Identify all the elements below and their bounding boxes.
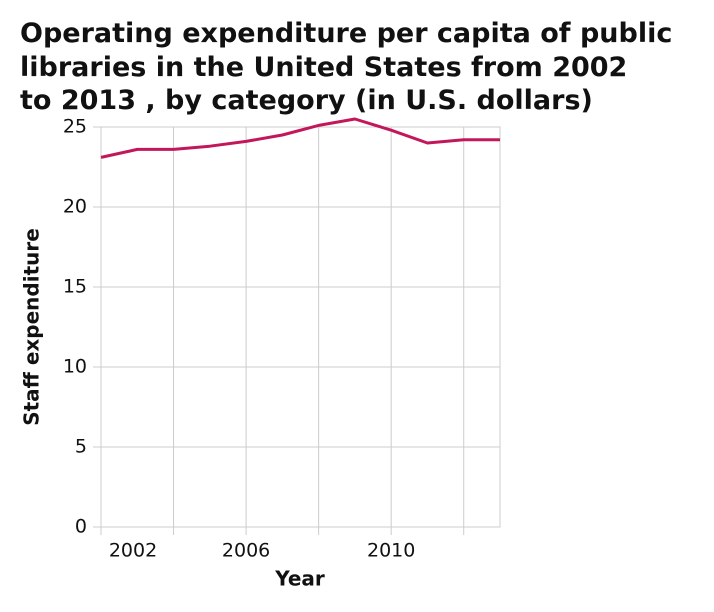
chart-title: Operating expenditure per capita of publ… <box>20 18 672 49</box>
y-tick-label: 20 <box>63 196 87 218</box>
y-tick-label: 5 <box>75 436 87 458</box>
y-tick-label: 0 <box>75 516 87 538</box>
chart-title: libraries in the United States from 2002 <box>20 52 627 83</box>
y-tick-label: 15 <box>63 276 87 298</box>
x-tick-label: 2002 <box>109 540 157 562</box>
chart-title: to 2013 , by category (in U.S. dollars) <box>20 85 593 116</box>
y-tick-label: 10 <box>63 356 87 378</box>
y-tick-label: 25 <box>63 116 87 138</box>
x-tick-label: 2010 <box>367 540 415 562</box>
x-axis-title: Year <box>274 567 325 591</box>
y-axis-title: Staff expenditure <box>20 228 44 426</box>
x-tick-label: 2006 <box>222 540 270 562</box>
data-line <box>100 117 500 159</box>
plot-border <box>100 126 501 528</box>
